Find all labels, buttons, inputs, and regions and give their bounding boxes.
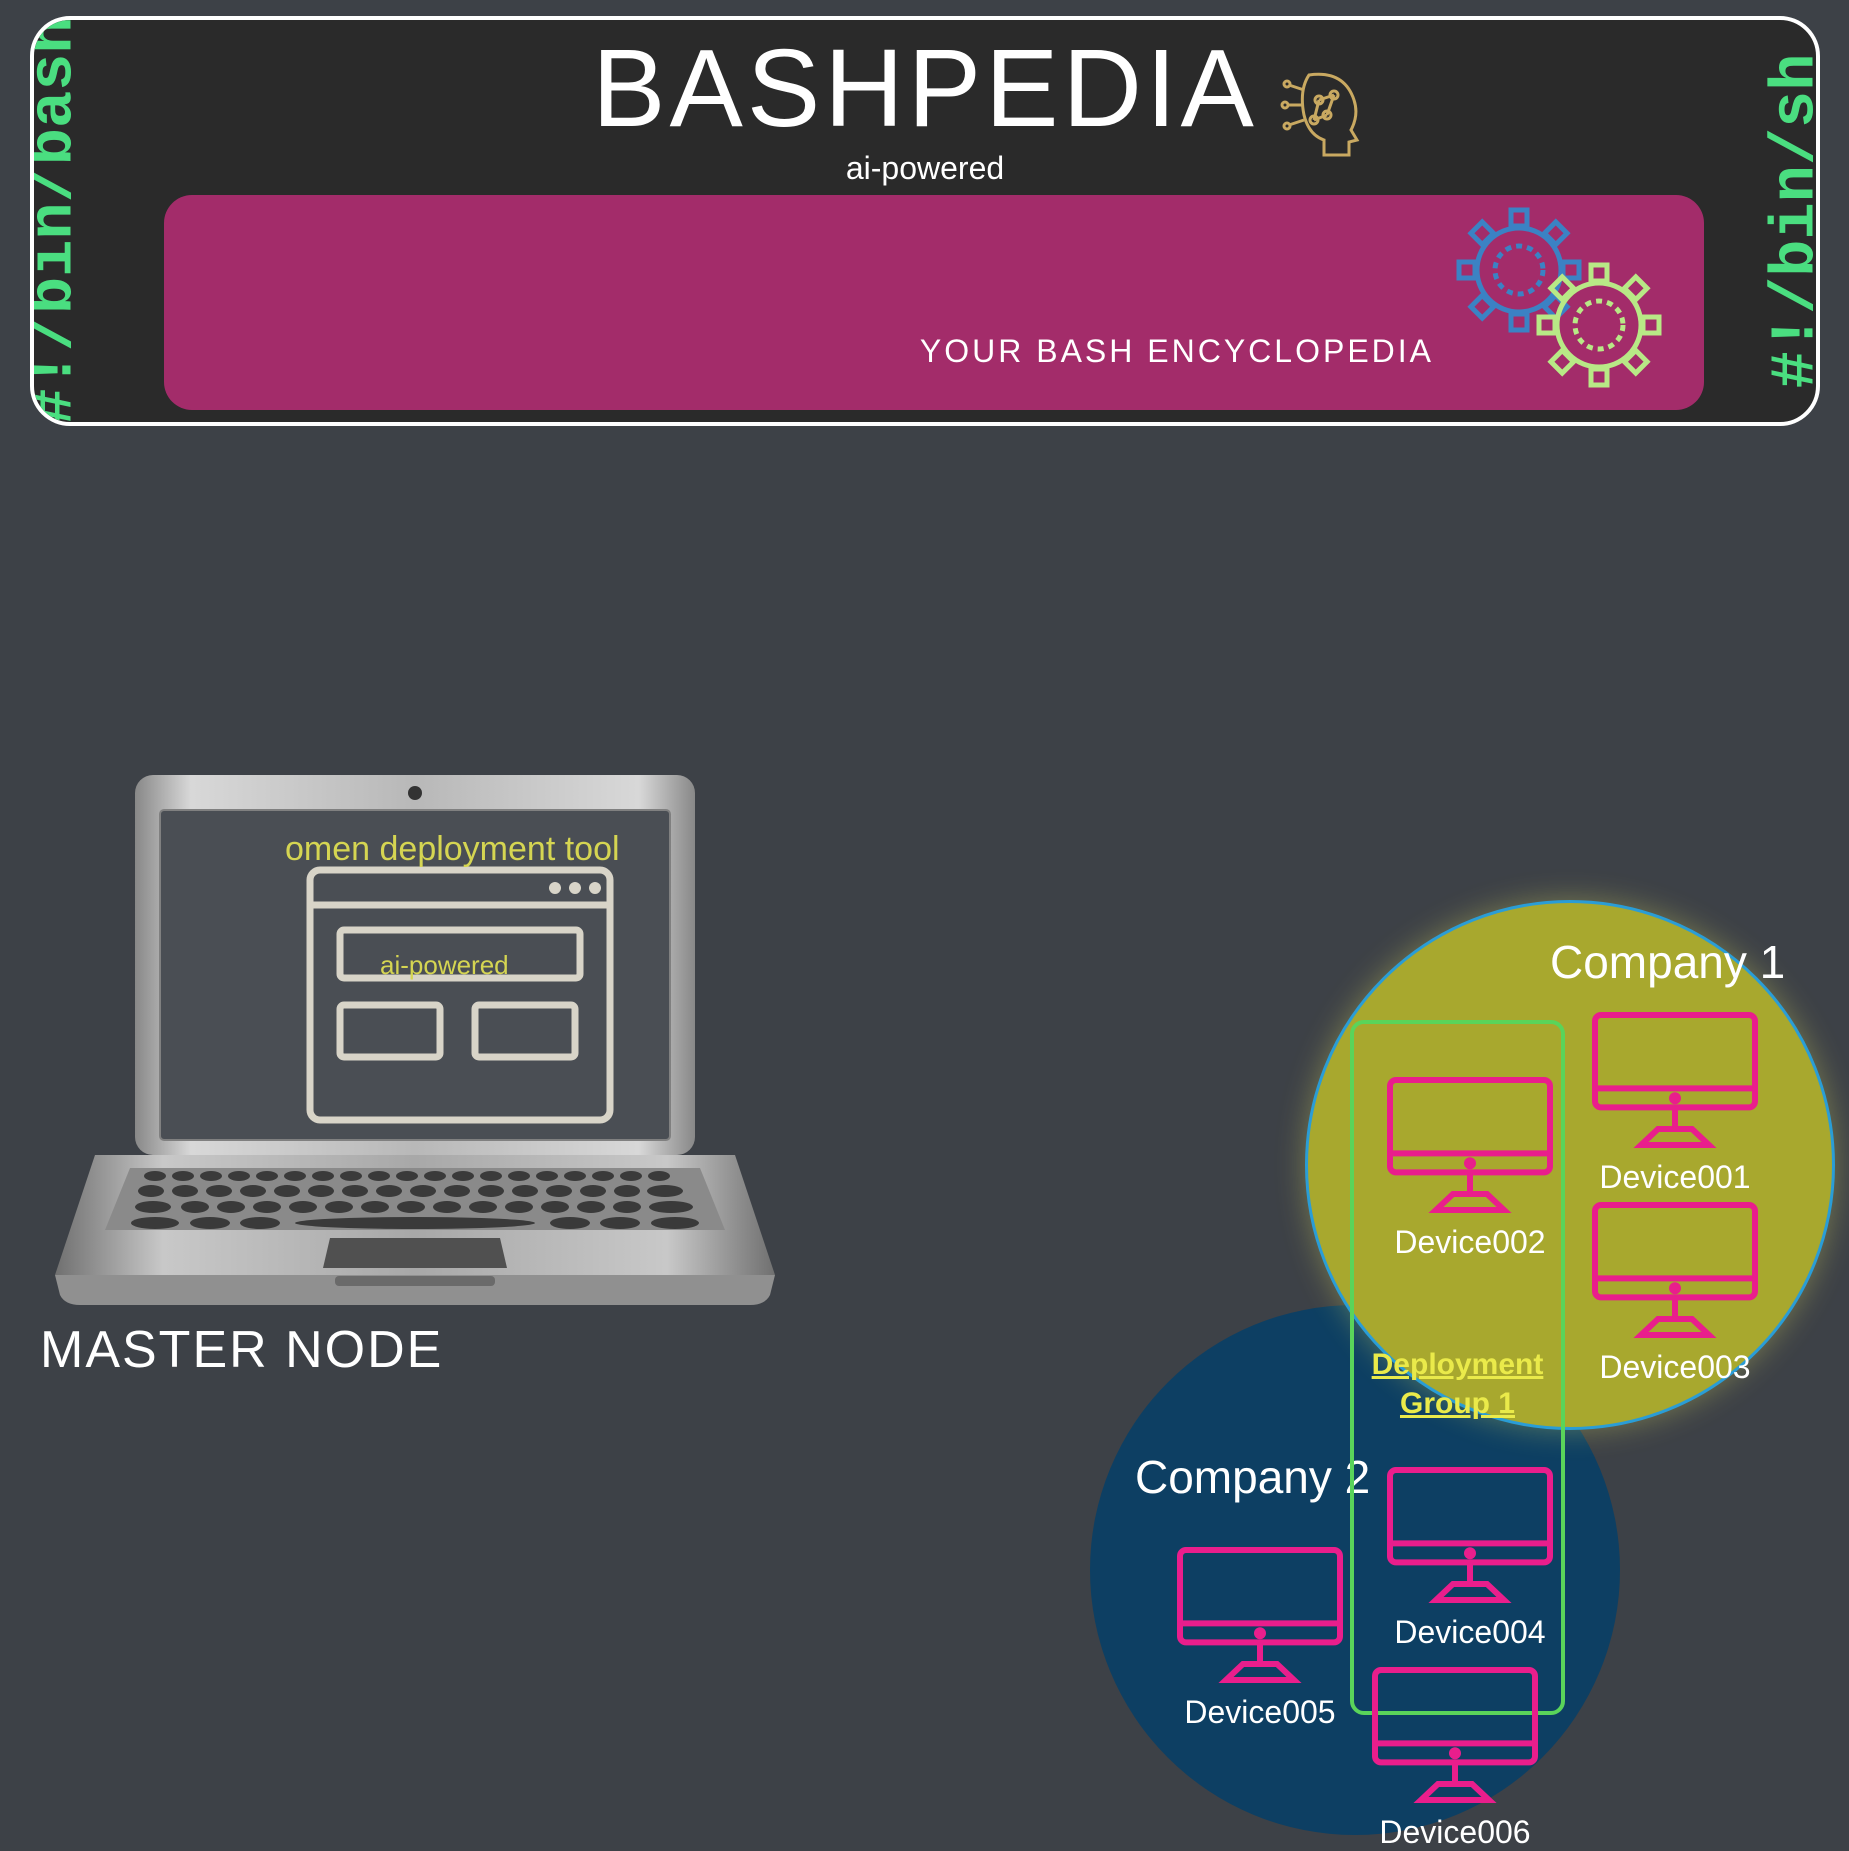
header-card: #!/bin/bash #!/bin/sh BASHPEDIA ai-power…: [30, 16, 1820, 426]
banner: YOUR BASH ENCYCLOPEDIA: [164, 195, 1704, 410]
banner-text: YOUR BASH ENCYCLOPEDIA: [920, 333, 1434, 370]
device006: Device006: [1370, 1665, 1540, 1851]
monitor-icon: [1590, 1010, 1760, 1150]
company1-label: Company 1: [1550, 935, 1785, 989]
monitor-icon: [1175, 1545, 1345, 1685]
device005: Device005: [1175, 1545, 1345, 1731]
company2-label: Company 2: [1135, 1450, 1370, 1504]
monitor-icon: [1385, 1075, 1555, 1215]
laptop-ai-label: ai-powered: [380, 950, 509, 981]
device004: Device004: [1385, 1465, 1555, 1651]
device005-label: Device005: [1175, 1694, 1345, 1731]
header-title: BASHPEDIA: [592, 25, 1258, 152]
header-subtitle: ai-powered: [846, 150, 1004, 187]
device003: Device003: [1590, 1200, 1760, 1386]
device002: Device002: [1385, 1075, 1555, 1261]
monitor-icon: [1385, 1465, 1555, 1605]
device001-label: Device001: [1590, 1159, 1760, 1196]
device001: Device001: [1590, 1010, 1760, 1196]
master-node-label: MASTER NODE: [40, 1320, 443, 1380]
device004-label: Device004: [1385, 1614, 1555, 1651]
device006-label: Device006: [1370, 1814, 1540, 1851]
device003-label: Device003: [1590, 1349, 1760, 1386]
laptop-title: omen deployment tool: [285, 830, 620, 869]
laptop-icon: omen deployment tool ai-powered: [35, 770, 775, 1315]
monitor-icon: [1590, 1200, 1760, 1340]
gears-icon: [1449, 200, 1669, 395]
device002-label: Device002: [1385, 1224, 1555, 1261]
deployment-group-label: Deployment Group 1: [1360, 1345, 1555, 1423]
monitor-icon: [1370, 1665, 1540, 1805]
ai-head-icon: [1269, 60, 1379, 175]
